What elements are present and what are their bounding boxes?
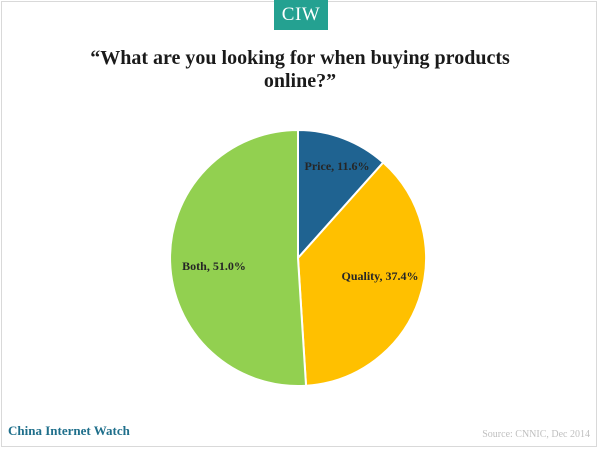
slice-label-price: Price, 11.6% (305, 159, 370, 173)
pie-slices (169, 128, 427, 387)
ciw-logo: CIW (274, 0, 328, 30)
pie-slice-quality (296, 161, 427, 387)
slice-label-both: Both, 51.0% (182, 259, 246, 273)
chart-title: “What are you looking for when buying pr… (90, 47, 510, 92)
slice-label-quality: Quality, 37.4% (341, 269, 418, 283)
pie-slice-both (169, 128, 308, 387)
source-note: Source: CNNIC, Dec 2014 (482, 429, 590, 440)
pie-slice-price (297, 128, 385, 261)
pie-labels: Price, 11.6% Quality, 37.4% Both, 51.0% (182, 159, 418, 283)
brand-footer: China Internet Watch (8, 423, 130, 438)
